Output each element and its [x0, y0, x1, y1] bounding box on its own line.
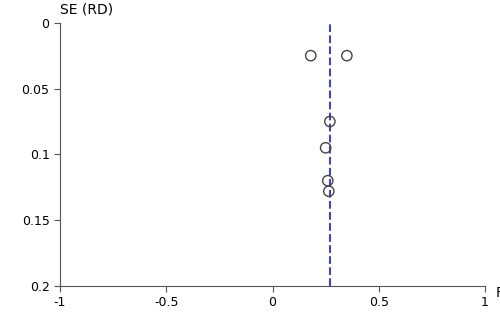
- Text: SE (RD): SE (RD): [60, 2, 113, 16]
- Point: [325, 188, 333, 194]
- Point: [324, 178, 332, 183]
- Point: [322, 145, 330, 150]
- Point: [307, 53, 315, 58]
- Point: [326, 119, 334, 124]
- Point: [343, 53, 351, 58]
- X-axis label: RD: RD: [496, 286, 500, 300]
